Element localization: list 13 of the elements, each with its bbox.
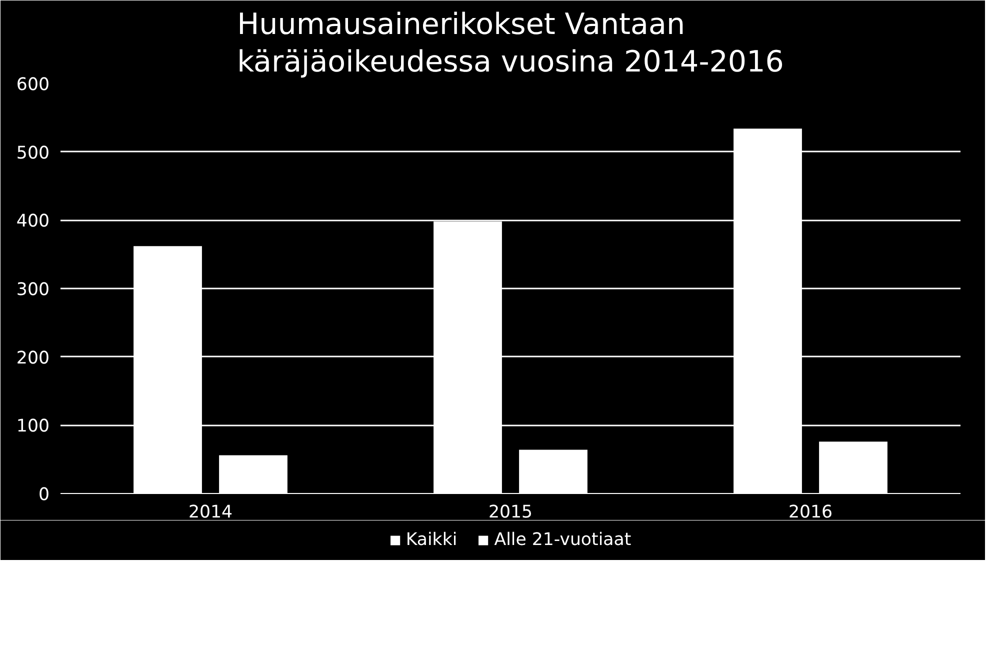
x-tick-label: 2015	[488, 502, 533, 522]
y-tick-label: 400	[16, 212, 50, 232]
legend-label: Alle 21-vuotiaat	[494, 530, 632, 550]
y-tick-label: 0	[38, 485, 50, 505]
y-tick-label: 300	[16, 280, 50, 300]
y-tick-label: 100	[16, 416, 50, 437]
x-tick-label: 2014	[188, 502, 233, 522]
legend-label: Kaikki	[406, 530, 458, 550]
chart-title: Huumausainerikokset Vantaan käräjäoikeudessa vuosina 2014-2016	[237, 7, 784, 78]
y-tick-label: 600	[16, 75, 50, 95]
y-tick-label: 500	[16, 143, 50, 164]
x-tick-label: 2016	[788, 502, 833, 522]
y-tick-label: 200	[16, 348, 50, 368]
